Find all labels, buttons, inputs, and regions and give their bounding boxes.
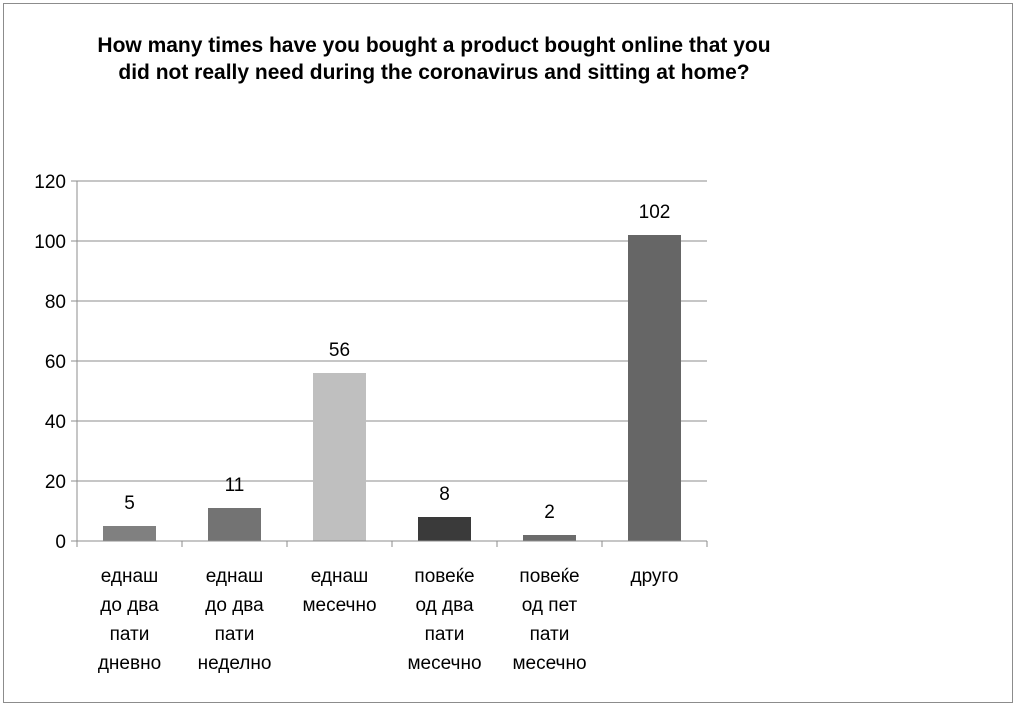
x-tick-label-line: од два — [415, 595, 473, 616]
data-label: 8 — [439, 484, 450, 505]
data-label: 56 — [329, 340, 350, 361]
x-tick-label-line: пати — [530, 624, 570, 645]
y-tick-label: 100 — [34, 232, 66, 253]
chart-title: How many times have you bought a product… — [97, 34, 771, 84]
y-tick-label: 0 — [55, 532, 66, 553]
data-label: 11 — [225, 475, 245, 496]
data-label: 2 — [544, 502, 555, 523]
x-tick-label-line: месечно — [407, 653, 481, 674]
x-tick-label-line: месечно — [302, 595, 376, 616]
x-tick-label: повеќе од два пати месечно — [407, 566, 481, 674]
chart-frame: How many times have you bought a product… — [3, 3, 1013, 703]
x-tick-label-line: пати — [425, 624, 465, 645]
x-tick-label-line: до два — [205, 595, 264, 616]
x-tick-label-line: пати — [215, 624, 255, 645]
x-tick-label-line: повеќе — [414, 566, 474, 587]
x-tick-label-line: друго — [630, 566, 678, 587]
bar — [103, 526, 156, 541]
bar — [628, 235, 681, 541]
gridlines — [77, 180, 707, 482]
bar-chart: 0 20 40 60 80 100 120 5 еднаш до два пати дневно 11 е… — [34, 172, 708, 674]
x-tick-label-line: месечно — [512, 653, 586, 674]
y-tick-label: 80 — [45, 292, 66, 313]
data-label: 102 — [639, 202, 671, 223]
bar — [208, 508, 261, 541]
x-tick-label: друго — [630, 566, 678, 587]
x-tick-label-line: еднаш — [101, 566, 159, 587]
x-tick-label-line: пати — [110, 624, 150, 645]
y-tick-label: 120 — [34, 172, 66, 193]
x-tick-label: повеќе од пет пати месечно — [512, 566, 586, 674]
y-tick-label: 40 — [45, 412, 66, 433]
x-tick-label: еднаш до два пати неделно — [198, 566, 272, 674]
data-label: 5 — [124, 493, 135, 514]
y-tick-label: 20 — [45, 472, 66, 493]
x-tick-label-line: од пет — [522, 595, 578, 616]
x-tick-label: еднаш до два пати дневно — [98, 566, 161, 674]
labels: 0 20 40 60 80 100 120 5 еднаш до два пати дневно 11 е… — [34, 172, 678, 674]
bars — [103, 235, 681, 541]
x-tick-label-line: до два — [100, 595, 159, 616]
axes — [71, 180, 708, 547]
bar — [313, 373, 366, 541]
x-tick-label-line: неделно — [198, 653, 272, 674]
x-tick-label: еднаш месечно — [302, 566, 376, 616]
bar — [523, 535, 576, 541]
x-tick-label-line: еднаш — [206, 566, 264, 587]
x-tick-label-line: еднаш — [311, 566, 369, 587]
x-tick-label-line: повеќе — [519, 566, 579, 587]
bar — [418, 517, 471, 541]
y-tick-label: 60 — [45, 352, 66, 373]
x-tick-label-line: дневно — [98, 653, 161, 674]
